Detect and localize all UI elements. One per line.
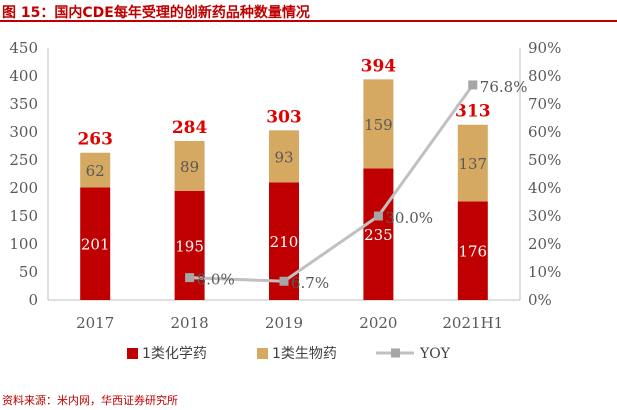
bar-chemical-drug [363,168,394,300]
y2-tick-label: 80% [528,67,561,85]
y-tick-label: 50 [19,263,38,281]
data-label-chemical: 235 [364,226,393,244]
stacked-bar-line-chart: 0 50 100 150 200 250 300 350 400 450 0% 10% 20% 30% 40… [9,39,561,362]
x-tick-label: 2021H1 [442,314,503,332]
data-label-biological: 62 [86,162,105,180]
legend-label-chemical: 1类化学药 [142,346,207,362]
data-label-biological: 93 [274,148,293,166]
data-label-biological: 159 [364,116,393,134]
y-tick-label: 200 [9,179,38,197]
data-label-total: 303 [266,107,302,127]
data-label-biological: 89 [180,158,199,176]
y2-tick-label: 70% [528,95,561,113]
y-tick-label: 450 [9,39,38,57]
yoy-marker [185,273,195,283]
x-tick-label: 2017 [76,314,114,332]
bar-biological-drug [269,130,299,183]
yoy-data-label: 6.7% [291,274,329,292]
legend-label-yoy: YOY [419,346,451,362]
legend-swatch-chemical [127,348,138,359]
y2-tick-label: 40% [528,179,561,197]
bar-chemical-drug [80,187,111,300]
y2-tick-label: 90% [528,39,561,57]
legend-marker-yoy [391,348,400,358]
data-label-total: 263 [77,130,113,150]
y-tick-label: 100 [9,235,38,253]
data-label-total: 394 [361,56,397,76]
data-label-chemical: 210 [270,233,299,251]
y-tick-label: 250 [9,151,38,169]
x-tick-label: 2020 [359,314,397,332]
y-tick-label: 300 [9,123,38,141]
y2-tick-label: 10% [528,263,561,281]
data-label-biological: 137 [458,155,487,173]
y-tick-label: 150 [9,207,38,225]
figure-title: 图 15：国内CDE每年受理的创新药品种数量情况 [2,5,310,21]
yoy-data-label: 8.0% [197,271,235,289]
y2-tick-label: 20% [528,235,561,253]
bar-biological-drug [363,79,394,169]
bar-biological-drug [174,140,205,191]
y2-tick-label: 0% [528,291,552,309]
data-label-chemical: 201 [81,236,110,254]
bar-biological-drug [457,124,488,202]
y-tick-label: 350 [9,95,38,113]
y2-tick-label: 50% [528,151,561,169]
data-label-chemical: 176 [458,243,487,261]
data-label-total: 313 [455,102,491,122]
yoy-line [189,84,475,283]
yoy-data-label: 76.8% [480,78,528,96]
bar-chemical-drug [457,201,488,300]
yoy-marker [468,80,478,90]
x-tick-label: 2019 [265,314,303,332]
bar-biological-drug [80,152,111,188]
data-label-total: 284 [172,118,208,138]
legend-label-biological: 1类生物药 [272,346,337,362]
y-tick-label: 0 [28,291,38,309]
y2-tick-label: 30% [528,207,561,225]
yoy-data-label: 30.0% [385,209,433,227]
data-label-chemical: 195 [175,237,204,255]
y2-tick-label: 60% [528,123,561,141]
yoy-marker [279,276,289,286]
source-note: 资料来源：米内网，华西证券研究所 [2,394,178,407]
x-tick-label: 2018 [171,314,209,332]
yoy-marker [373,211,383,221]
legend-swatch-biological [257,348,268,359]
y-tick-label: 400 [9,67,38,85]
figure-title-bar: 图 15：国内CDE每年受理的创新药品种数量情况 [0,0,617,22]
